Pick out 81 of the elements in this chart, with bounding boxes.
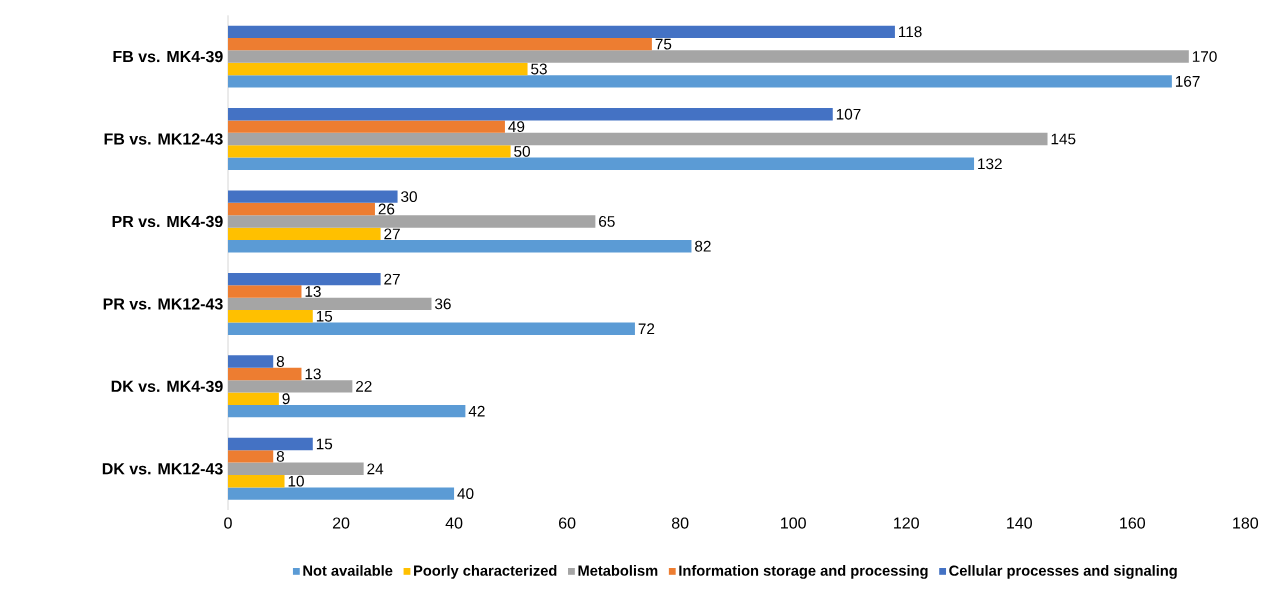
data-label: 72 (638, 323, 655, 335)
data-label: 53 (531, 63, 547, 75)
legend-label: Cellular processes and signaling (949, 565, 1177, 579)
legend-label: Poorly characterized (414, 565, 557, 579)
x-tick-label: 60 (559, 517, 576, 529)
bar (228, 37, 652, 51)
data-label: 26 (378, 203, 395, 215)
bar (228, 367, 302, 381)
data-label: 170 (1192, 51, 1217, 62)
bar (228, 392, 279, 405)
data-label: 65 (599, 216, 615, 227)
legend-label: Metabolism (578, 565, 658, 576)
y-tick-label: PR vs. MK4-39 (112, 215, 223, 228)
data-label: 36 (434, 298, 451, 310)
data-label: 75 (655, 38, 672, 50)
bar (228, 355, 274, 368)
x-tick-label: 140 (1007, 517, 1032, 529)
x-tick-label: 20 (332, 517, 350, 529)
x-tick-label: 80 (671, 517, 689, 529)
y-tick-label: FB vs. MK12-43 (104, 133, 223, 145)
bar (228, 50, 1189, 63)
data-label: 145 (1051, 133, 1076, 145)
bar (228, 297, 432, 311)
bar (228, 310, 313, 323)
bar (228, 450, 274, 463)
bar (228, 108, 833, 121)
data-label: 42 (468, 405, 485, 417)
data-label: 49 (508, 121, 525, 133)
x-tick-label: 120 (894, 517, 919, 529)
data-label: 118 (899, 26, 922, 38)
bar (228, 437, 313, 451)
bar (228, 120, 505, 133)
data-label: 30 (401, 191, 417, 203)
data-label: 24 (367, 463, 384, 475)
data-label: 40 (457, 488, 474, 500)
bar (228, 322, 635, 335)
data-label: 22 (356, 380, 372, 392)
data-label: 167 (1175, 75, 1200, 87)
y-tick-label: FB vs. MK4-39 (113, 50, 223, 63)
bar (228, 202, 375, 216)
x-tick-label: 100 (781, 517, 806, 529)
y-tick-label: DK vs. MK12-43 (102, 463, 223, 475)
data-label: 50 (514, 145, 530, 157)
data-label: 15 (316, 438, 333, 450)
bar (228, 272, 381, 286)
legend-label: Information storage and processing (679, 565, 928, 579)
data-label: 82 (695, 240, 711, 252)
data-label: 107 (836, 108, 861, 120)
legend-label: Not available (303, 565, 393, 576)
bar (228, 190, 398, 203)
data-label: 10 (288, 475, 304, 487)
data-label: 8 (276, 450, 285, 462)
bar (228, 487, 455, 500)
bar (228, 240, 692, 253)
bar (228, 25, 895, 38)
bar (228, 227, 381, 241)
data-label: 27 (384, 273, 400, 285)
x-tick-label: 40 (445, 517, 463, 529)
bar (228, 462, 364, 475)
y-tick-label: DK vs. MK4-39 (111, 380, 223, 393)
bar (228, 132, 1048, 146)
bar (228, 285, 302, 298)
bar (228, 474, 285, 488)
x-tick-label: 160 (1120, 517, 1146, 529)
data-label: 132 (978, 158, 1002, 170)
bar (228, 62, 528, 76)
y-tick-label: PR vs. MK12-43 (103, 298, 223, 310)
data-label: 9 (282, 393, 290, 405)
data-label: 8 (276, 356, 285, 367)
data-label: 13 (305, 286, 321, 297)
bar (228, 157, 975, 170)
data-label: 15 (316, 310, 333, 322)
bar (228, 404, 466, 418)
x-tick-label: 180 (1233, 517, 1259, 529)
x-tick-label: 0 (224, 517, 232, 529)
bar (228, 215, 596, 228)
bar (228, 380, 353, 393)
bar (228, 145, 511, 158)
data-label: 27 (384, 228, 400, 240)
data-label: 13 (305, 368, 321, 380)
bar (228, 75, 1172, 88)
